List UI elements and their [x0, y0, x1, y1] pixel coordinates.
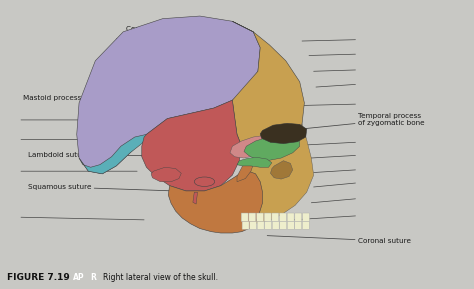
FancyBboxPatch shape: [249, 213, 256, 221]
Polygon shape: [151, 167, 181, 182]
Polygon shape: [230, 136, 270, 158]
Polygon shape: [237, 124, 314, 224]
FancyBboxPatch shape: [295, 213, 302, 221]
Polygon shape: [142, 100, 242, 191]
Polygon shape: [77, 16, 260, 174]
Polygon shape: [271, 161, 293, 179]
Polygon shape: [193, 192, 198, 204]
FancyBboxPatch shape: [242, 221, 249, 229]
Polygon shape: [168, 171, 263, 233]
Polygon shape: [232, 21, 304, 161]
FancyBboxPatch shape: [241, 213, 248, 221]
FancyBboxPatch shape: [257, 221, 264, 229]
Ellipse shape: [194, 177, 215, 186]
Polygon shape: [260, 123, 307, 144]
Polygon shape: [244, 134, 300, 161]
FancyBboxPatch shape: [280, 221, 287, 229]
Text: Lambdoid suture: Lambdoid suture: [28, 152, 151, 158]
FancyBboxPatch shape: [264, 213, 271, 221]
Text: Coronoid process: Coronoid process: [126, 26, 211, 34]
Text: Coronal suture: Coronal suture: [267, 236, 411, 244]
Text: Squamous suture: Squamous suture: [28, 184, 174, 191]
FancyBboxPatch shape: [287, 221, 294, 229]
Polygon shape: [237, 161, 253, 182]
Text: R: R: [91, 273, 96, 282]
Text: AP: AP: [73, 273, 85, 282]
Text: FIGURE 7.19: FIGURE 7.19: [7, 273, 70, 282]
Text: Mandibular condyle: Mandibular condyle: [126, 70, 207, 83]
FancyBboxPatch shape: [280, 213, 286, 221]
FancyBboxPatch shape: [295, 221, 302, 229]
Polygon shape: [79, 134, 149, 174]
FancyBboxPatch shape: [302, 221, 309, 229]
Text: Temporal process
of zygomatic bone: Temporal process of zygomatic bone: [300, 113, 424, 129]
Text: Right lateral view of the skull.: Right lateral view of the skull.: [103, 273, 219, 282]
Text: Styloid process: Styloid process: [126, 56, 207, 67]
FancyBboxPatch shape: [272, 213, 279, 221]
FancyBboxPatch shape: [302, 213, 310, 221]
FancyBboxPatch shape: [272, 221, 279, 229]
Text: Zygomatic process
of temporal bone: Zygomatic process of temporal bone: [116, 38, 198, 51]
FancyBboxPatch shape: [250, 221, 256, 229]
FancyBboxPatch shape: [256, 213, 264, 221]
FancyBboxPatch shape: [264, 221, 272, 229]
Polygon shape: [237, 158, 272, 167]
FancyBboxPatch shape: [287, 213, 294, 221]
Text: Mastoid process: Mastoid process: [23, 95, 146, 101]
